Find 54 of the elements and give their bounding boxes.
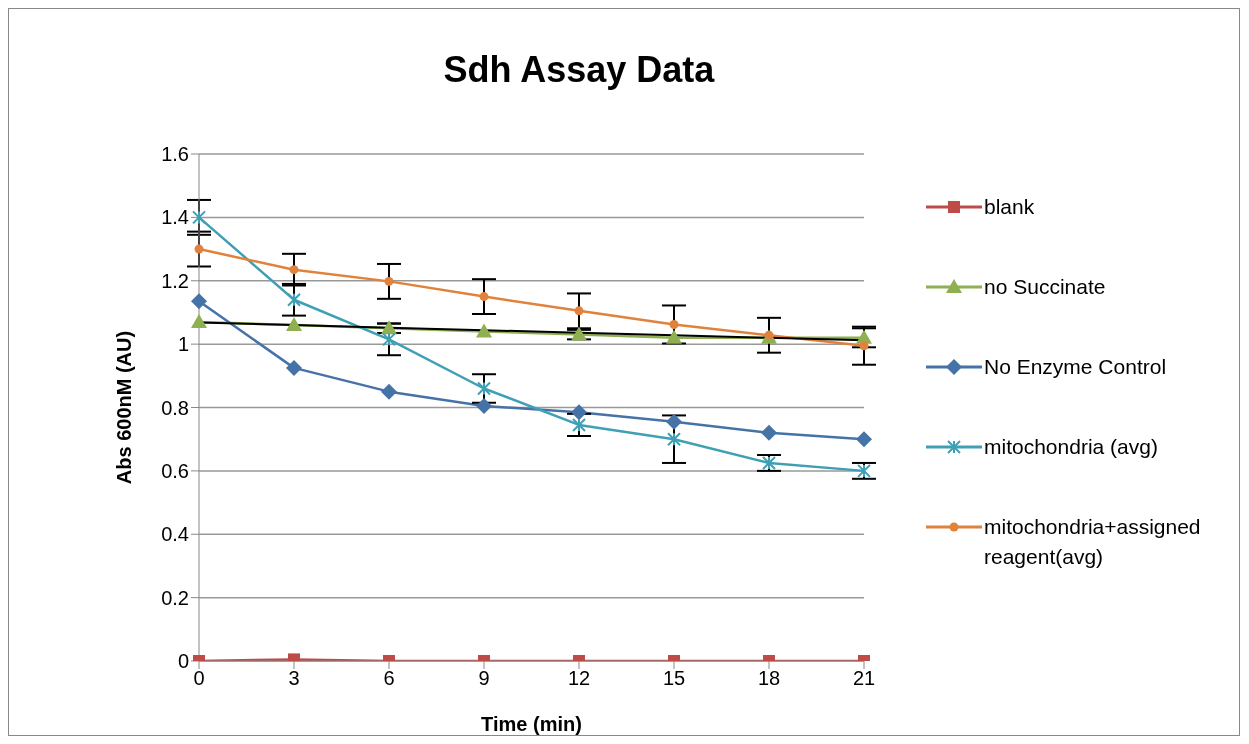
point: [289, 265, 299, 275]
y-tick-label: 0.6: [161, 459, 189, 482]
x-axis-title: Time (min): [481, 713, 582, 735]
point: [476, 323, 492, 338]
point: [286, 317, 302, 332]
point: [191, 293, 207, 310]
point: [667, 432, 681, 447]
legend-label: mitochondria+assigned reagent(avg): [984, 514, 1202, 570]
point: [382, 332, 396, 347]
point: [477, 381, 491, 396]
point: [669, 319, 679, 329]
point: [381, 320, 397, 335]
x-tick-label: 15: [662, 667, 686, 690]
legend-label: mitochondria (avg): [984, 434, 1158, 460]
y-tick-label: 1.2: [161, 269, 189, 292]
point: [287, 292, 301, 307]
legend-label: no Succinate: [984, 274, 1106, 300]
point: [856, 431, 872, 448]
point: [384, 276, 394, 286]
point: [476, 397, 492, 414]
point: [194, 244, 204, 254]
point: [574, 306, 584, 316]
y-axis-title: Abs 600nM (AU): [113, 330, 136, 485]
x-tick-label: 18: [757, 667, 781, 690]
x-tick-label: 0: [193, 667, 205, 690]
point: [666, 413, 682, 430]
x-tick-label: 12: [567, 667, 591, 690]
y-tick-label: 1.4: [161, 206, 189, 229]
y-tick-label: 0: [177, 650, 189, 673]
y-tick-label: 1.6: [161, 143, 189, 166]
point: [479, 292, 489, 302]
point: [571, 404, 587, 421]
y-tick-label: 0.2: [161, 586, 189, 609]
y-tick-label: 0.8: [161, 396, 189, 419]
x-tick-label: 21: [852, 667, 876, 690]
point: [572, 417, 586, 432]
point: [286, 359, 302, 376]
y-tick-label: 0.4: [161, 523, 189, 546]
chart-title: Sdh Assay Data: [442, 49, 716, 91]
x-tick-label: 9: [478, 667, 490, 690]
point: [571, 326, 587, 341]
point: [762, 455, 776, 470]
point: [857, 463, 871, 478]
point: [381, 383, 397, 400]
y-tick-label: 1: [177, 333, 189, 356]
legend-label: No Enzyme Control: [984, 354, 1167, 380]
legend-label: blank: [984, 194, 1035, 220]
point: [192, 210, 206, 225]
point: [761, 424, 777, 441]
point: [191, 313, 207, 328]
x-tick-label: 6: [383, 667, 395, 690]
point: [859, 341, 869, 351]
x-tick-label: 3: [288, 667, 300, 690]
point: [666, 329, 682, 344]
